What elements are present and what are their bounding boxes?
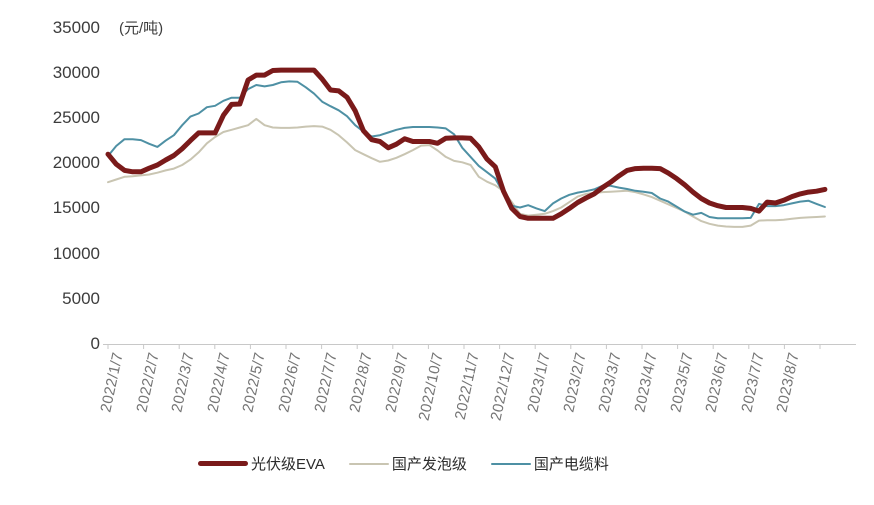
legend-item-label: 国产电缆料 [533, 456, 609, 473]
series-line-domestic-cable-material [107, 80, 826, 220]
legend-item-label: 国产发泡级 [391, 456, 467, 473]
y-axis-tick-label: 5000 [62, 288, 100, 308]
y-axis-unit-label: (元/吨) [119, 20, 164, 37]
series-line-domestic-foaming-grade [107, 117, 826, 228]
series-line-pv-grade-eva [105, 67, 828, 221]
legend-item-domestic-foaming-grade: 国产发泡级 [348, 453, 467, 474]
legend-item-domestic-cable-material: 国产电缆料 [490, 453, 609, 474]
legend-item-label: 光伏级EVA [251, 456, 325, 473]
y-axis-tick-label: 20000 [52, 153, 100, 173]
y-axis-tick-label: 25000 [52, 108, 100, 127]
legend-line-swatch-domestic-cable-material [490, 462, 531, 465]
y-axis-tick-label: 15000 [52, 198, 100, 218]
y-axis-tick-label: 30000 [52, 62, 100, 82]
y-axis-tick-label: 0 [90, 334, 100, 353]
legend: 光伏级EVA 国产发泡级 国产电缆料 [198, 453, 609, 474]
y-axis-tick-label: 35000 [52, 17, 100, 37]
y-axis-tick-label: 10000 [52, 243, 100, 263]
legend-line-swatch-pv-grade-eva [198, 461, 248, 466]
legend-line-swatch-domestic-foaming-grade [348, 462, 389, 465]
legend-item-pv-grade-eva: 光伏级EVA [198, 453, 325, 474]
